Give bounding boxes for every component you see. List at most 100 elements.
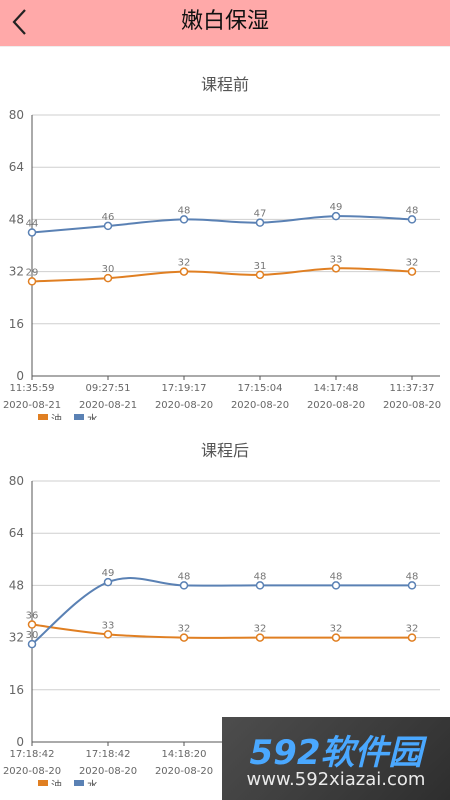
data-point-oil <box>331 633 341 642</box>
data-point-oil <box>179 633 189 642</box>
x-tick-date: 2020-08-20 <box>79 766 137 777</box>
data-label-oil: 33 <box>102 620 115 631</box>
x-tick-date: 2020-08-20 <box>3 766 61 777</box>
data-point-oil <box>407 633 417 642</box>
data-label-oil: 29 <box>26 267 39 278</box>
y-tick-label: 0 <box>16 369 24 383</box>
data-label-water: 48 <box>254 571 267 582</box>
data-point-water <box>179 215 189 224</box>
watermark-brand: 592软件园 <box>249 733 423 773</box>
data-point-water <box>27 228 37 237</box>
legend-label-oil: 油 <box>51 778 62 786</box>
data-point-oil <box>103 630 113 639</box>
data-point-oil <box>255 633 265 642</box>
x-tick-time: 11:35:59 <box>10 383 55 394</box>
data-point-oil <box>103 273 113 283</box>
data-label-oil: 36 <box>26 611 39 622</box>
data-point-water <box>407 215 417 224</box>
data-label-water: 48 <box>406 205 419 216</box>
y-tick-label: 48 <box>9 212 24 226</box>
x-tick-time: 14:17:48 <box>314 383 359 394</box>
y-tick-label: 80 <box>9 108 24 122</box>
data-label-oil: 32 <box>406 258 419 269</box>
data-point-oil <box>27 620 37 629</box>
data-label-oil: 32 <box>406 624 419 635</box>
y-tick-label: 64 <box>9 526 24 540</box>
data-label-oil: 31 <box>254 261 267 272</box>
data-label-water: 48 <box>178 571 191 582</box>
x-tick-date: 2020-08-20 <box>155 766 213 777</box>
data-point-oil <box>179 267 189 276</box>
data-point-water <box>103 221 113 231</box>
data-point-oil <box>407 267 417 276</box>
data-label-oil: 32 <box>178 258 191 269</box>
data-point-water <box>179 581 189 590</box>
series-line-oil <box>31 623 412 639</box>
y-tick-label: 16 <box>9 683 24 697</box>
data-label-water: 49 <box>330 202 343 213</box>
data-label-oil: 32 <box>254 624 267 635</box>
x-tick-time: 17:18:42 <box>10 749 55 760</box>
y-tick-label: 0 <box>16 735 24 749</box>
legend-swatch-water <box>74 414 84 420</box>
legend-swatch-oil <box>38 780 48 786</box>
x-tick-date: 2020-08-20 <box>383 400 441 411</box>
data-label-oil: 33 <box>330 254 343 265</box>
legend-label-water: 水 <box>87 779 98 786</box>
data-label-water: 47 <box>254 209 267 220</box>
data-label-water: 46 <box>102 212 115 223</box>
x-tick-date: 2020-08-21 <box>3 400 61 411</box>
data-label-water: 30 <box>26 630 39 641</box>
header-divider <box>0 46 450 47</box>
data-label-water: 48 <box>330 571 343 582</box>
data-point-water <box>27 639 37 649</box>
data-point-water <box>331 211 341 221</box>
x-tick-time: 17:15:04 <box>238 383 283 394</box>
x-tick-date: 2020-08-21 <box>79 400 137 411</box>
x-tick-date: 2020-08-20 <box>155 400 213 411</box>
data-point-oil <box>331 264 341 273</box>
watermark-logo: 592软件园 www.592xiazai.com <box>222 717 450 800</box>
x-tick-time: 14:18:20 <box>162 749 207 760</box>
chart-before-course: 课程前 0 16 32 48 64 80 11:35:59 2020-08-21 09:27:51… <box>0 50 450 420</box>
y-tick-label: 48 <box>9 578 24 592</box>
data-point-oil <box>27 277 37 286</box>
y-tick-label: 32 <box>9 631 24 645</box>
data-point-water <box>407 581 417 590</box>
data-point-water <box>255 218 265 227</box>
series-line-water <box>31 215 413 234</box>
data-label-water: 48 <box>406 571 419 582</box>
back-button[interactable] <box>6 4 36 40</box>
chevron-left-icon <box>12 9 26 35</box>
y-tick-label: 80 <box>9 474 24 488</box>
data-label-water: 48 <box>178 205 191 216</box>
x-tick-time: 11:37:37 <box>390 383 435 394</box>
x-tick-time: 17:19:17 <box>162 383 207 394</box>
data-label-oil: 30 <box>102 264 115 275</box>
data-point-oil <box>255 270 265 280</box>
data-point-water <box>103 577 113 587</box>
x-tick-date: 2020-08-20 <box>231 400 289 411</box>
legend-swatch-oil <box>38 414 48 420</box>
y-tick-label: 32 <box>9 265 24 279</box>
y-tick-label: 64 <box>9 160 24 174</box>
data-label-oil: 32 <box>178 624 191 635</box>
series-line-oil <box>31 267 413 283</box>
y-tick-label: 16 <box>9 317 24 331</box>
data-point-water <box>255 581 265 590</box>
chart-title: 课程前 <box>201 75 249 94</box>
x-tick-date: 2020-08-20 <box>307 400 365 411</box>
series-line-water <box>31 577 412 645</box>
x-tick-time: 09:27:51 <box>86 383 131 394</box>
page-title: 嫩白保湿 <box>180 9 269 34</box>
data-label-oil: 32 <box>330 624 343 635</box>
chart-title: 课程后 <box>201 441 249 460</box>
legend-swatch-water <box>74 780 84 786</box>
legend-label-oil: 油 <box>51 412 62 420</box>
data-point-water <box>331 581 341 590</box>
watermark-url: www.592xiazai.com <box>246 769 426 790</box>
header-bar: 嫩白保湿 <box>0 0 450 46</box>
data-label-water: 49 <box>102 568 115 579</box>
x-tick-time: 17:18:42 <box>86 749 131 760</box>
data-label-water: 44 <box>26 218 39 229</box>
